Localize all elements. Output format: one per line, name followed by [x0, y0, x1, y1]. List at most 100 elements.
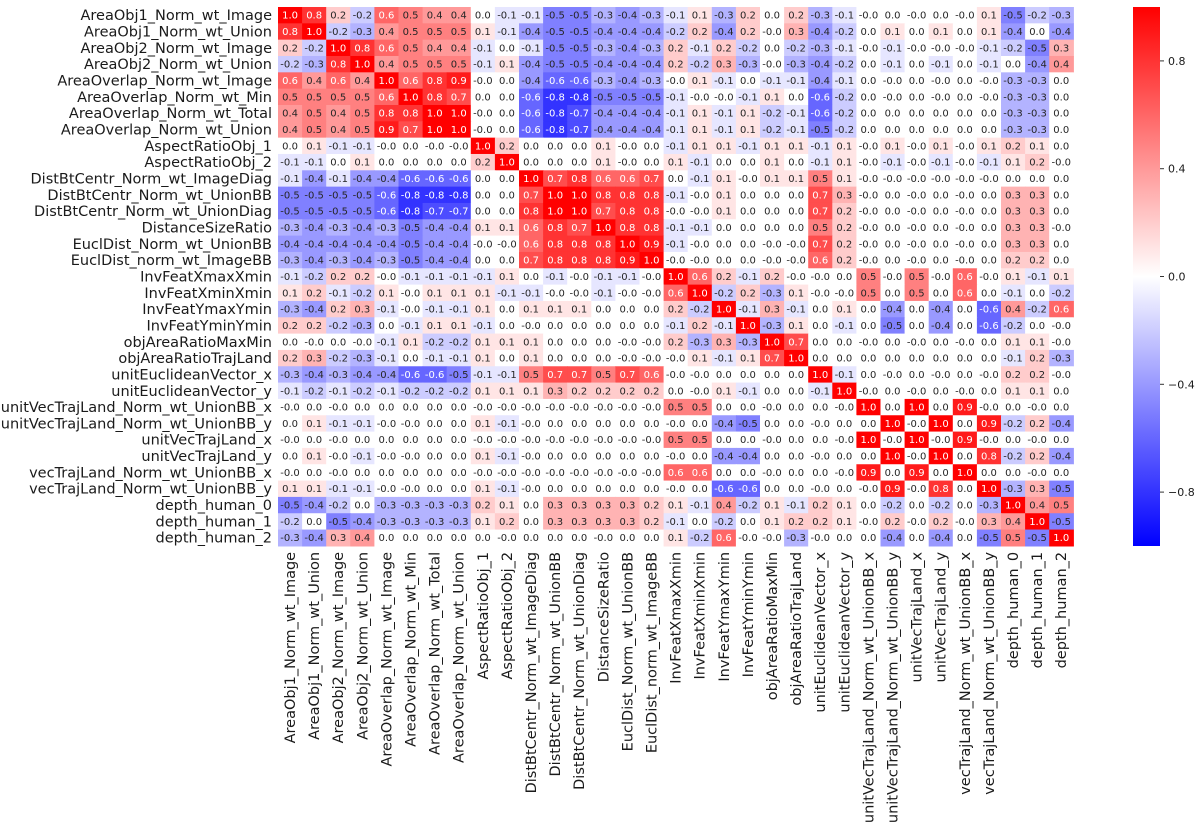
cell-value: -0.2 — [835, 27, 855, 38]
heatmap-cell — [543, 55, 568, 73]
heatmap-cell — [302, 496, 327, 514]
cell-value: -0.1 — [401, 321, 421, 332]
cell-value: 0.0 — [475, 11, 491, 22]
cell-value: -0.6 — [738, 484, 758, 495]
heatmap-cell — [760, 398, 785, 416]
cell-value: -0.0 — [401, 452, 421, 463]
cell-value: 1.0 — [547, 207, 563, 218]
cell-value: 0.1 — [668, 501, 684, 512]
cell-value: -0.1 — [666, 125, 686, 136]
cell-value: 0.1 — [595, 141, 611, 152]
cell-value: 0.0 — [644, 419, 660, 430]
cell-value: -0.1 — [762, 76, 782, 87]
heatmap-cell — [808, 415, 833, 433]
heatmap-cell — [591, 382, 616, 400]
cell-value: -0.0 — [907, 190, 927, 201]
heatmap-cell — [302, 235, 327, 253]
cell-value: 0.0 — [403, 533, 419, 544]
heatmap-cell — [591, 202, 616, 220]
heatmap-cell — [326, 88, 351, 106]
cell-value: 0.2 — [499, 517, 515, 528]
heatmap-cell — [976, 513, 1002, 531]
cell-value: 0.1 — [1029, 141, 1045, 152]
cell-value: -0.5 — [328, 207, 348, 218]
cell-value: -0.4 — [931, 321, 951, 332]
heatmap-cell — [374, 447, 400, 465]
heatmap-cell — [326, 7, 351, 24]
cell-value: 0.1 — [499, 272, 515, 283]
cell-value: -0.1 — [835, 370, 855, 381]
heatmap-cell — [1025, 186, 1050, 204]
heatmap-cell — [519, 235, 544, 253]
cell-value: 0.0 — [764, 43, 780, 54]
heatmap-cell — [278, 333, 303, 351]
cell-value: 0.0 — [571, 337, 587, 348]
heatmap-cell — [494, 300, 520, 318]
cell-value: 0.3 — [619, 501, 635, 512]
heatmap-cell — [904, 529, 930, 547]
cell-value: 0.1 — [451, 321, 467, 332]
cell-value: 0.0 — [885, 288, 901, 299]
heatmap-cell — [1049, 104, 1074, 122]
cell-value: 0.5 — [909, 288, 925, 299]
cell-value: 0.1 — [692, 11, 708, 22]
heatmap-cell — [784, 268, 809, 286]
heatmap-cell — [928, 496, 954, 514]
cell-value: 0.0 — [1029, 288, 1045, 299]
cell-value: -0.4 — [594, 109, 614, 120]
cell-value: 0.1 — [788, 174, 804, 185]
cell-value: 0.5 — [812, 174, 828, 185]
cell-value: -0.1 — [473, 272, 493, 283]
cell-value: -0.0 — [401, 305, 421, 316]
cell-value: -0.0 — [690, 256, 710, 267]
heatmap-cell — [784, 88, 809, 106]
cell-value: -0.3 — [594, 76, 614, 87]
cell-value: -0.2 — [328, 354, 348, 365]
heatmap-cell — [374, 349, 400, 367]
heatmap-cell — [1025, 333, 1050, 351]
heatmap-cell — [278, 7, 303, 24]
cell-value: 0.4 — [354, 76, 370, 87]
cell-value: -0.1 — [810, 386, 830, 397]
cell-value: -0.0 — [666, 256, 686, 267]
cell-value: 0.0 — [836, 452, 852, 463]
heatmap-cell — [470, 284, 496, 302]
cell-value: -0.0 — [328, 468, 348, 479]
cell-value: -0.6 — [979, 321, 999, 332]
cell-value: -0.3 — [353, 321, 373, 332]
heatmap-cell — [567, 300, 592, 318]
cell-value: 0.0 — [788, 92, 804, 103]
heatmap-cell — [398, 300, 424, 318]
cell-value: 0.1 — [475, 386, 491, 397]
heatmap-cell — [976, 72, 1002, 90]
cell-value: 0.1 — [716, 190, 732, 201]
cell-value: -0.1 — [521, 288, 541, 299]
cell-value: -0.0 — [738, 174, 758, 185]
cell-value: 0.7 — [571, 223, 587, 234]
cell-value: -0.8 — [401, 207, 421, 218]
cell-value: 0.0 — [403, 354, 419, 365]
cell-value: 0.4 — [427, 43, 443, 54]
heatmap-cell — [1049, 496, 1074, 514]
heatmap-cell — [663, 251, 689, 269]
heatmap-cell — [687, 496, 713, 514]
cell-value: -0.3 — [810, 43, 830, 54]
heatmap-cell — [952, 251, 978, 269]
heatmap-cell — [1001, 300, 1026, 318]
heatmap-cell — [615, 202, 641, 220]
heatmap-cell — [446, 170, 472, 188]
cell-value: 1.0 — [885, 452, 901, 463]
cell-value: -0.1 — [1003, 288, 1023, 299]
heatmap-cell — [494, 480, 520, 498]
cell-value: 0.0 — [740, 239, 756, 250]
cell-value: 0.0 — [788, 158, 804, 169]
heatmap-cell — [928, 333, 954, 351]
heatmap-cell — [711, 464, 737, 482]
cell-value: -0.0 — [810, 419, 830, 430]
heatmap-cell — [808, 72, 833, 90]
heatmap-cell — [711, 268, 737, 286]
heatmap-cell — [952, 186, 978, 204]
heatmap-cell — [639, 55, 665, 73]
cell-value: -0.2 — [1027, 305, 1047, 316]
cell-value: 0.5 — [523, 370, 539, 381]
